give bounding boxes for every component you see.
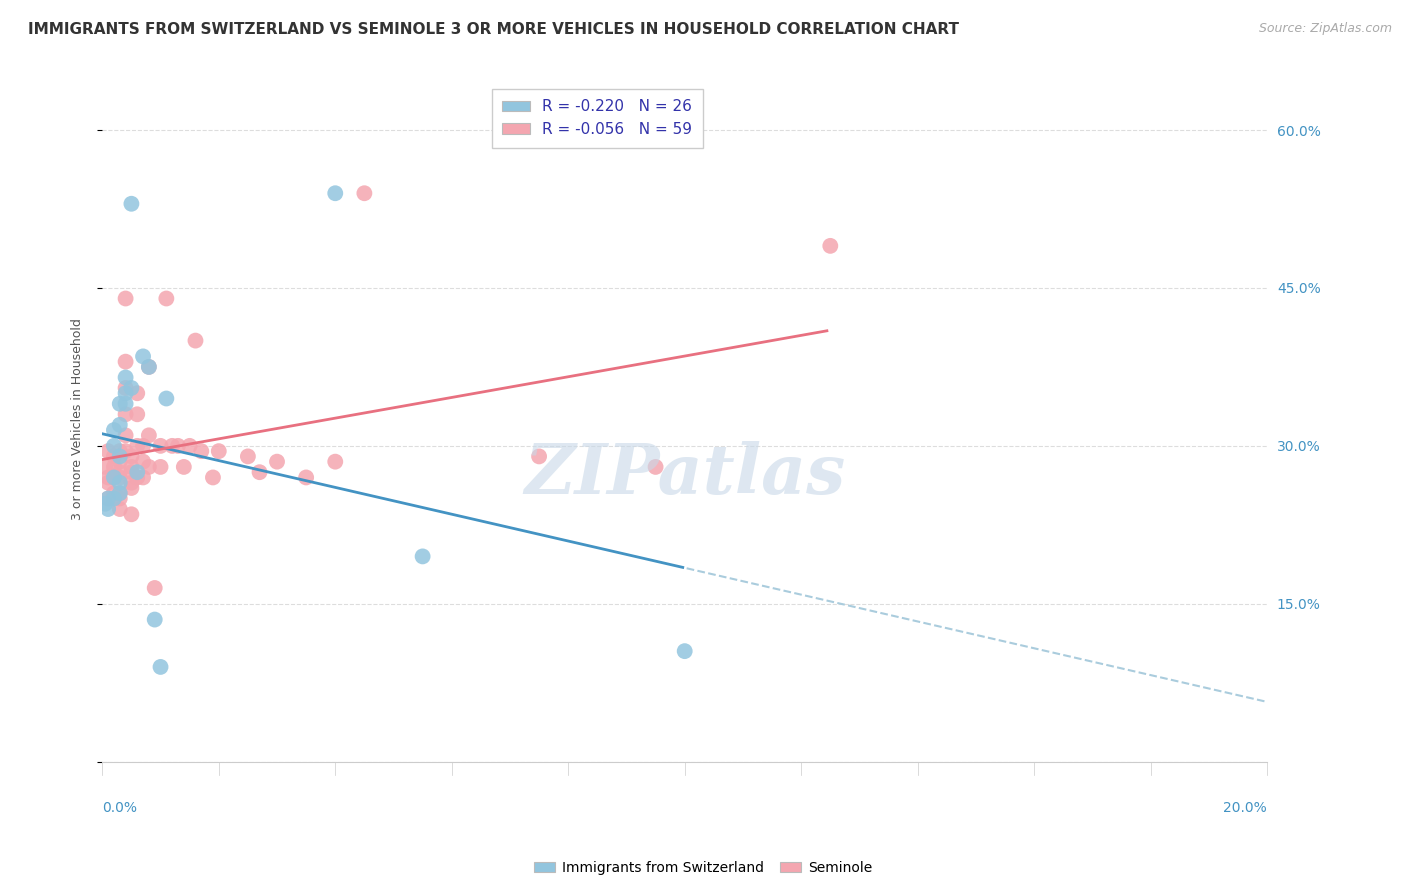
Point (114, 386, 136, 401)
Point (97, 475, 120, 490)
Point (138, 428, 160, 442)
Point (127, 407, 149, 421)
Text: 20.0%: 20.0% (1223, 800, 1267, 814)
Point (108, 486, 131, 500)
Text: IMMIGRANTS FROM SWITZERLAND VS SEMINOLE 3 OR MORE VEHICLES IN HOUSEHOLD CORRELAT: IMMIGRANTS FROM SWITZERLAND VS SEMINOLE … (28, 22, 959, 37)
Point (94, 459, 117, 474)
Point (120, 508, 142, 522)
Point (527, 450, 550, 464)
Point (644, 459, 666, 474)
Point (143, 581, 166, 595)
Point (94, 497, 117, 511)
Point (132, 470, 155, 484)
Point (412, 549, 434, 564)
Point (295, 470, 318, 484)
Point (138, 359, 160, 374)
Point (323, 186, 346, 201)
Point (132, 350, 155, 364)
Point (179, 439, 201, 453)
Point (132, 439, 155, 453)
Point (127, 439, 149, 453)
Text: ZIPatlas: ZIPatlas (524, 441, 845, 508)
Point (97, 502, 120, 516)
Point (173, 459, 195, 474)
Text: 0.0%: 0.0% (103, 800, 138, 814)
Point (127, 470, 149, 484)
Point (103, 439, 125, 453)
Point (103, 450, 125, 464)
Point (114, 428, 136, 442)
Point (114, 292, 136, 306)
Point (120, 481, 142, 495)
Point (143, 613, 166, 627)
Point (120, 381, 142, 395)
Point (108, 397, 131, 411)
Point (108, 502, 131, 516)
Point (236, 450, 259, 464)
Point (103, 470, 125, 484)
Point (103, 470, 125, 484)
Point (120, 459, 142, 474)
Y-axis label: 3 or more Vehicles in Household: 3 or more Vehicles in Household (72, 318, 84, 521)
Point (208, 444, 231, 458)
Point (167, 439, 190, 453)
Point (97, 491, 120, 506)
Point (160, 439, 183, 453)
Point (353, 186, 375, 201)
Point (132, 455, 155, 469)
Point (103, 459, 125, 474)
Point (103, 486, 125, 500)
Point (149, 660, 172, 674)
Point (120, 465, 142, 479)
Point (108, 450, 131, 464)
Point (108, 491, 131, 506)
Point (323, 455, 346, 469)
Point (127, 386, 149, 401)
Point (114, 381, 136, 395)
Point (155, 292, 177, 306)
Legend: R = -0.220   N = 26, R = -0.056   N = 59: R = -0.220 N = 26, R = -0.056 N = 59 (492, 88, 703, 147)
Point (103, 423, 125, 437)
Point (114, 444, 136, 458)
Point (114, 370, 136, 384)
Point (127, 465, 149, 479)
Point (120, 450, 142, 464)
Point (108, 455, 131, 469)
Point (138, 359, 160, 374)
Point (97, 444, 120, 458)
Point (97, 470, 120, 484)
Point (120, 475, 142, 490)
Point (673, 644, 696, 658)
Point (155, 392, 177, 406)
Point (97, 491, 120, 506)
Point (108, 465, 131, 479)
Point (201, 470, 224, 484)
Point (108, 444, 131, 458)
Point (149, 439, 172, 453)
Point (108, 475, 131, 490)
Point (138, 459, 160, 474)
Text: Source: ZipAtlas.com: Source: ZipAtlas.com (1258, 22, 1392, 36)
Point (108, 470, 131, 484)
Point (114, 354, 136, 368)
Point (108, 417, 131, 432)
Point (114, 397, 136, 411)
Point (108, 486, 131, 500)
Point (149, 459, 172, 474)
Point (120, 196, 142, 211)
Point (184, 334, 207, 348)
Point (190, 444, 212, 458)
Point (249, 465, 271, 479)
Point (820, 239, 842, 253)
Point (114, 407, 136, 421)
Point (103, 491, 125, 506)
Point (266, 455, 288, 469)
Legend: Immigrants from Switzerland, Seminole: Immigrants from Switzerland, Seminole (529, 855, 877, 880)
